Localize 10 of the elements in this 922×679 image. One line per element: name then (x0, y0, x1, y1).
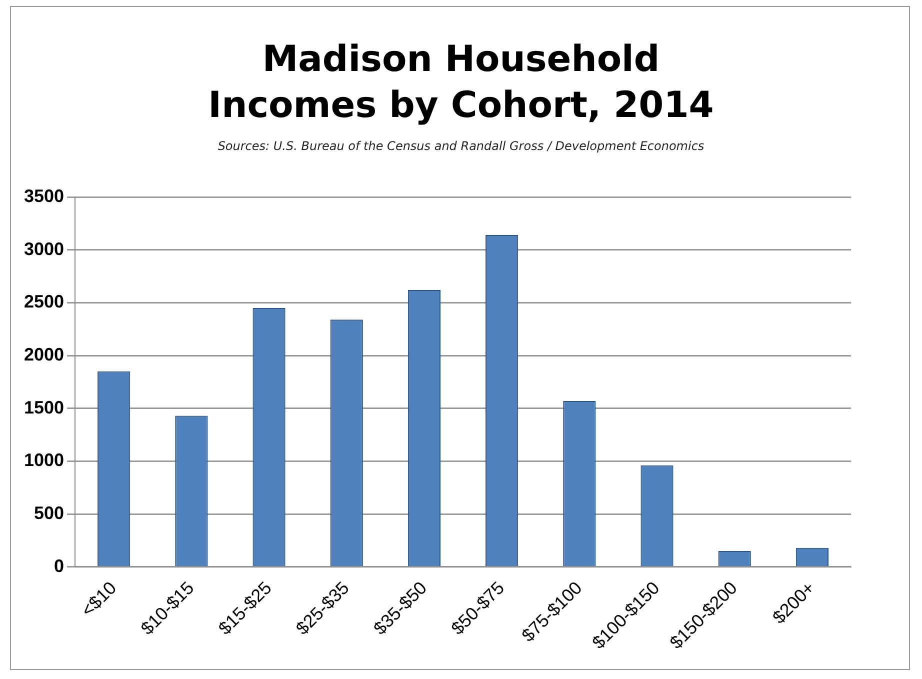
y-tick-label: 2500 (24, 292, 64, 312)
y-tick-label: 1000 (24, 450, 64, 470)
y-tick-label: 3500 (24, 186, 64, 206)
chart-title: Madison Household Incomes by Cohort, 2014 (207, 38, 715, 128)
y-tick-label: 2000 (24, 344, 64, 364)
y-tick-label: 3000 (24, 238, 64, 259)
y-tick-label: 0 (54, 556, 64, 576)
source-note: Sources: U.S. Bureau of the Census and Randall Gross / Development Economics (216, 139, 706, 153)
y-tick-label: 1500 (24, 397, 64, 418)
y-tick-label: 500 (34, 502, 64, 523)
